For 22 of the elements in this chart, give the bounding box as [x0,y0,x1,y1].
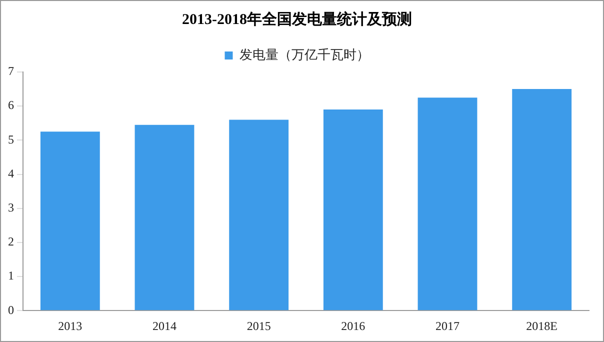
y-tick-label: 2 [8,234,14,249]
y-tick-label: 4 [8,166,14,180]
x-tick-label: 2018E [526,318,558,333]
x-tick-label: 2017 [436,318,460,333]
y-tick-label: 5 [8,132,14,146]
bar [418,98,478,310]
x-tick-label: 2016 [341,318,366,333]
y-tick-label: 6 [8,98,14,112]
x-tick-label: 2015 [246,318,271,333]
y-tick-label: 0 [8,302,14,317]
y-tick-label: 3 [8,200,14,214]
bar [40,132,100,310]
bar [512,89,572,310]
chart-title: 2013-2018年全国发电量统计及预测 [182,10,412,28]
bar [134,124,194,310]
x-tick-label: 2014 [152,318,176,333]
y-tick-label: 1 [8,268,14,283]
legend-label: 发电量（万亿千瓦时） [239,46,370,62]
bar [229,120,289,310]
y-tick-label: 7 [8,64,14,78]
bar [323,109,383,310]
x-tick-label: 2013 [58,318,82,333]
